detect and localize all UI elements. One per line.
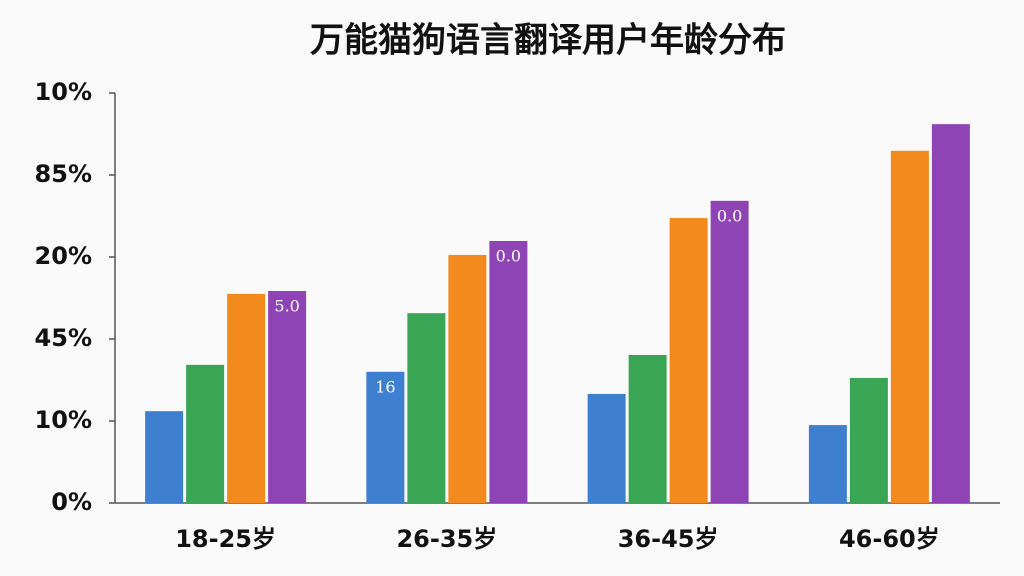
bar	[366, 371, 405, 503]
bar	[489, 241, 528, 503]
chart-title: 万能猫狗语言翻译用户年龄分布	[310, 21, 786, 61]
y-tick-label: 20%	[35, 242, 92, 270]
y-tick-label: 10%	[35, 78, 92, 106]
x-tick-label: 36-45岁	[618, 525, 719, 553]
bar	[669, 218, 708, 504]
bar	[145, 411, 184, 503]
y-tick-label: 10%	[35, 406, 92, 434]
annotation: 0.0	[717, 206, 742, 225]
bar	[227, 293, 266, 503]
x-tick-label: 26-35岁	[396, 525, 497, 553]
bar	[587, 393, 626, 503]
x-tick-label: 18-25岁	[175, 525, 276, 553]
bar	[407, 313, 446, 503]
annotation: 0.0	[496, 247, 521, 266]
bar	[710, 200, 749, 503]
y-tick-label: 85%	[35, 160, 92, 188]
bar	[186, 364, 225, 503]
x-tick-label: 46-60岁	[839, 525, 940, 553]
bar	[931, 124, 970, 503]
bar	[808, 425, 847, 503]
bar	[448, 254, 487, 503]
bar	[268, 291, 307, 503]
bar	[849, 377, 888, 503]
y-tick-label: 45%	[35, 324, 92, 352]
bar	[890, 150, 929, 503]
annotation: 16	[375, 377, 395, 396]
y-tick-label: 0%	[51, 488, 92, 516]
annotation: 5.0	[274, 297, 299, 316]
bar	[628, 354, 667, 503]
